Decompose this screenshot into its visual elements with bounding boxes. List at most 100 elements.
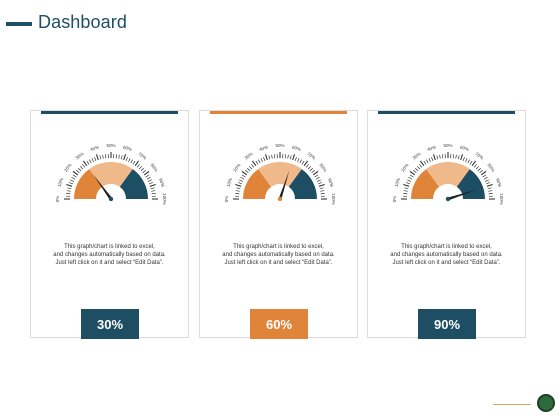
gauge-tick-label: 90% <box>327 177 335 187</box>
gauge-card-2[interactable]: 0% 10% 20% 30% 40% 50% 60% 70% 80% 90% 100% This g… <box>199 110 358 339</box>
card-accent-bar <box>378 111 515 114</box>
gauge-tick-label: 60% <box>291 145 301 153</box>
gauge-band <box>119 169 148 199</box>
gauge-tick <box>91 158 94 163</box>
next-slide-button[interactable] <box>537 394 555 412</box>
gauge-tick <box>403 190 408 192</box>
gauge-tick <box>149 183 156 187</box>
gauge-tick <box>245 170 249 174</box>
gauge-tick <box>143 170 150 176</box>
gauge-tick <box>485 182 490 185</box>
gauge-tick-label: 0% <box>392 196 397 203</box>
gauge-band <box>288 169 317 199</box>
gauge-tick <box>469 160 473 165</box>
gauge-tick <box>82 160 88 167</box>
gauge-card-3[interactable]: 0% 10% 20% 30% 40% 50% 60% 70% 80% 90% 100% This g… <box>367 110 526 339</box>
gauge-card-1[interactable]: 0% 10% 20% 30% 40% 50% 60% 70% 80% 90% 100% This g… <box>30 110 189 339</box>
gauge-tick <box>320 190 325 192</box>
gauge-tick <box>248 165 253 170</box>
gauge-tick <box>303 160 309 167</box>
gauge-hub <box>277 196 283 202</box>
gauge-tick <box>115 154 117 159</box>
gauge-band <box>411 169 440 199</box>
gauge-tick <box>66 183 73 187</box>
gauge-tick <box>150 187 155 190</box>
gauge-band <box>456 169 485 199</box>
gauge-tick-label: 90% <box>495 177 503 187</box>
gauge-tick <box>236 187 241 190</box>
card-accent-bar <box>41 111 178 114</box>
gauge-tick <box>102 154 104 159</box>
gauge-tick <box>307 165 312 170</box>
gauge-tick <box>287 154 289 159</box>
gauge-tick <box>320 193 325 195</box>
gauge-tick <box>294 157 297 162</box>
gauge-tick-label: 20% <box>400 163 409 173</box>
gauge-tick <box>428 158 431 163</box>
gauge-tick <box>66 193 71 195</box>
gauge-tick <box>403 183 410 187</box>
gauge-tick <box>136 164 140 168</box>
gauge-tick <box>419 164 423 168</box>
gauge-tick-label: 40% <box>426 145 436 153</box>
gauge-tick <box>477 167 482 172</box>
gauge-tick <box>436 155 439 160</box>
gauge-tick <box>77 167 82 172</box>
gauge-tick <box>479 170 483 174</box>
card-accent-bar <box>210 111 347 114</box>
gauge-tick <box>487 187 492 190</box>
desc-line: and changes automatically based on data. <box>53 252 166 258</box>
gauge-needle <box>93 174 113 200</box>
gauge-tick-label: 60% <box>459 145 469 153</box>
gauge-tick <box>426 159 429 164</box>
gauge-tick-label: 0% <box>224 196 229 203</box>
gauge-tick-label: 100% <box>162 193 167 205</box>
gauge-tick <box>423 160 427 165</box>
gauge-tick <box>95 154 99 161</box>
desc-line: and changes automatically based on data. <box>222 252 335 258</box>
value-badge: 90% <box>418 309 476 339</box>
gauge-tick-label: 80% <box>318 163 327 173</box>
gauge-tick <box>480 170 487 176</box>
gauge-tick-label: 10% <box>226 177 234 187</box>
gauge-tick-label: 80% <box>149 163 158 173</box>
gauge-hub <box>445 196 451 202</box>
gauge-tick <box>132 160 136 165</box>
gauge-tick <box>69 182 74 185</box>
gauge-band <box>426 162 470 187</box>
gauge-tick-label: 40% <box>89 145 99 153</box>
gauge-tick <box>241 170 248 176</box>
gauge-tick <box>240 177 245 180</box>
gauge-tick <box>409 170 416 176</box>
gauge-tick <box>251 160 257 167</box>
gauge-tick <box>134 160 140 167</box>
gauge-tick <box>305 164 309 168</box>
gauge-tick-label: 90% <box>158 177 166 187</box>
gauge-tick <box>318 183 325 187</box>
gauge-tick <box>471 160 477 167</box>
gauge-tick <box>246 167 251 172</box>
gauge-tick <box>274 154 276 159</box>
gauge-tick <box>125 157 128 162</box>
gauge-chart: 0% 10% 20%30% 40% 50% 60% 70%80%90% 100% <box>392 143 504 205</box>
gauge-tick <box>235 193 240 195</box>
gauge-tick <box>486 183 493 187</box>
gauge-tick <box>239 179 244 182</box>
gauge-tick <box>70 179 75 182</box>
gauge-tick <box>465 158 468 163</box>
gauge-tick-label: 30% <box>244 151 254 160</box>
gauge-tick <box>235 183 242 187</box>
page-title: Dashboard <box>38 12 127 32</box>
gauge-tick <box>419 160 425 167</box>
gauge-tick <box>431 157 434 162</box>
gauge-tick <box>488 190 493 192</box>
gauge-tick <box>442 154 444 159</box>
gauge-tick <box>309 167 314 172</box>
gauge-tick <box>299 159 302 164</box>
gauge-chart: 0% 10% 20%30% 40% 50% 60% 70%80%90% 100% <box>224 143 336 205</box>
gauge-tick <box>128 158 131 163</box>
gauge-tick <box>255 160 259 165</box>
gauge-hub <box>108 196 114 202</box>
gauge-tick <box>86 160 90 165</box>
value-badge: 30% <box>81 309 139 339</box>
